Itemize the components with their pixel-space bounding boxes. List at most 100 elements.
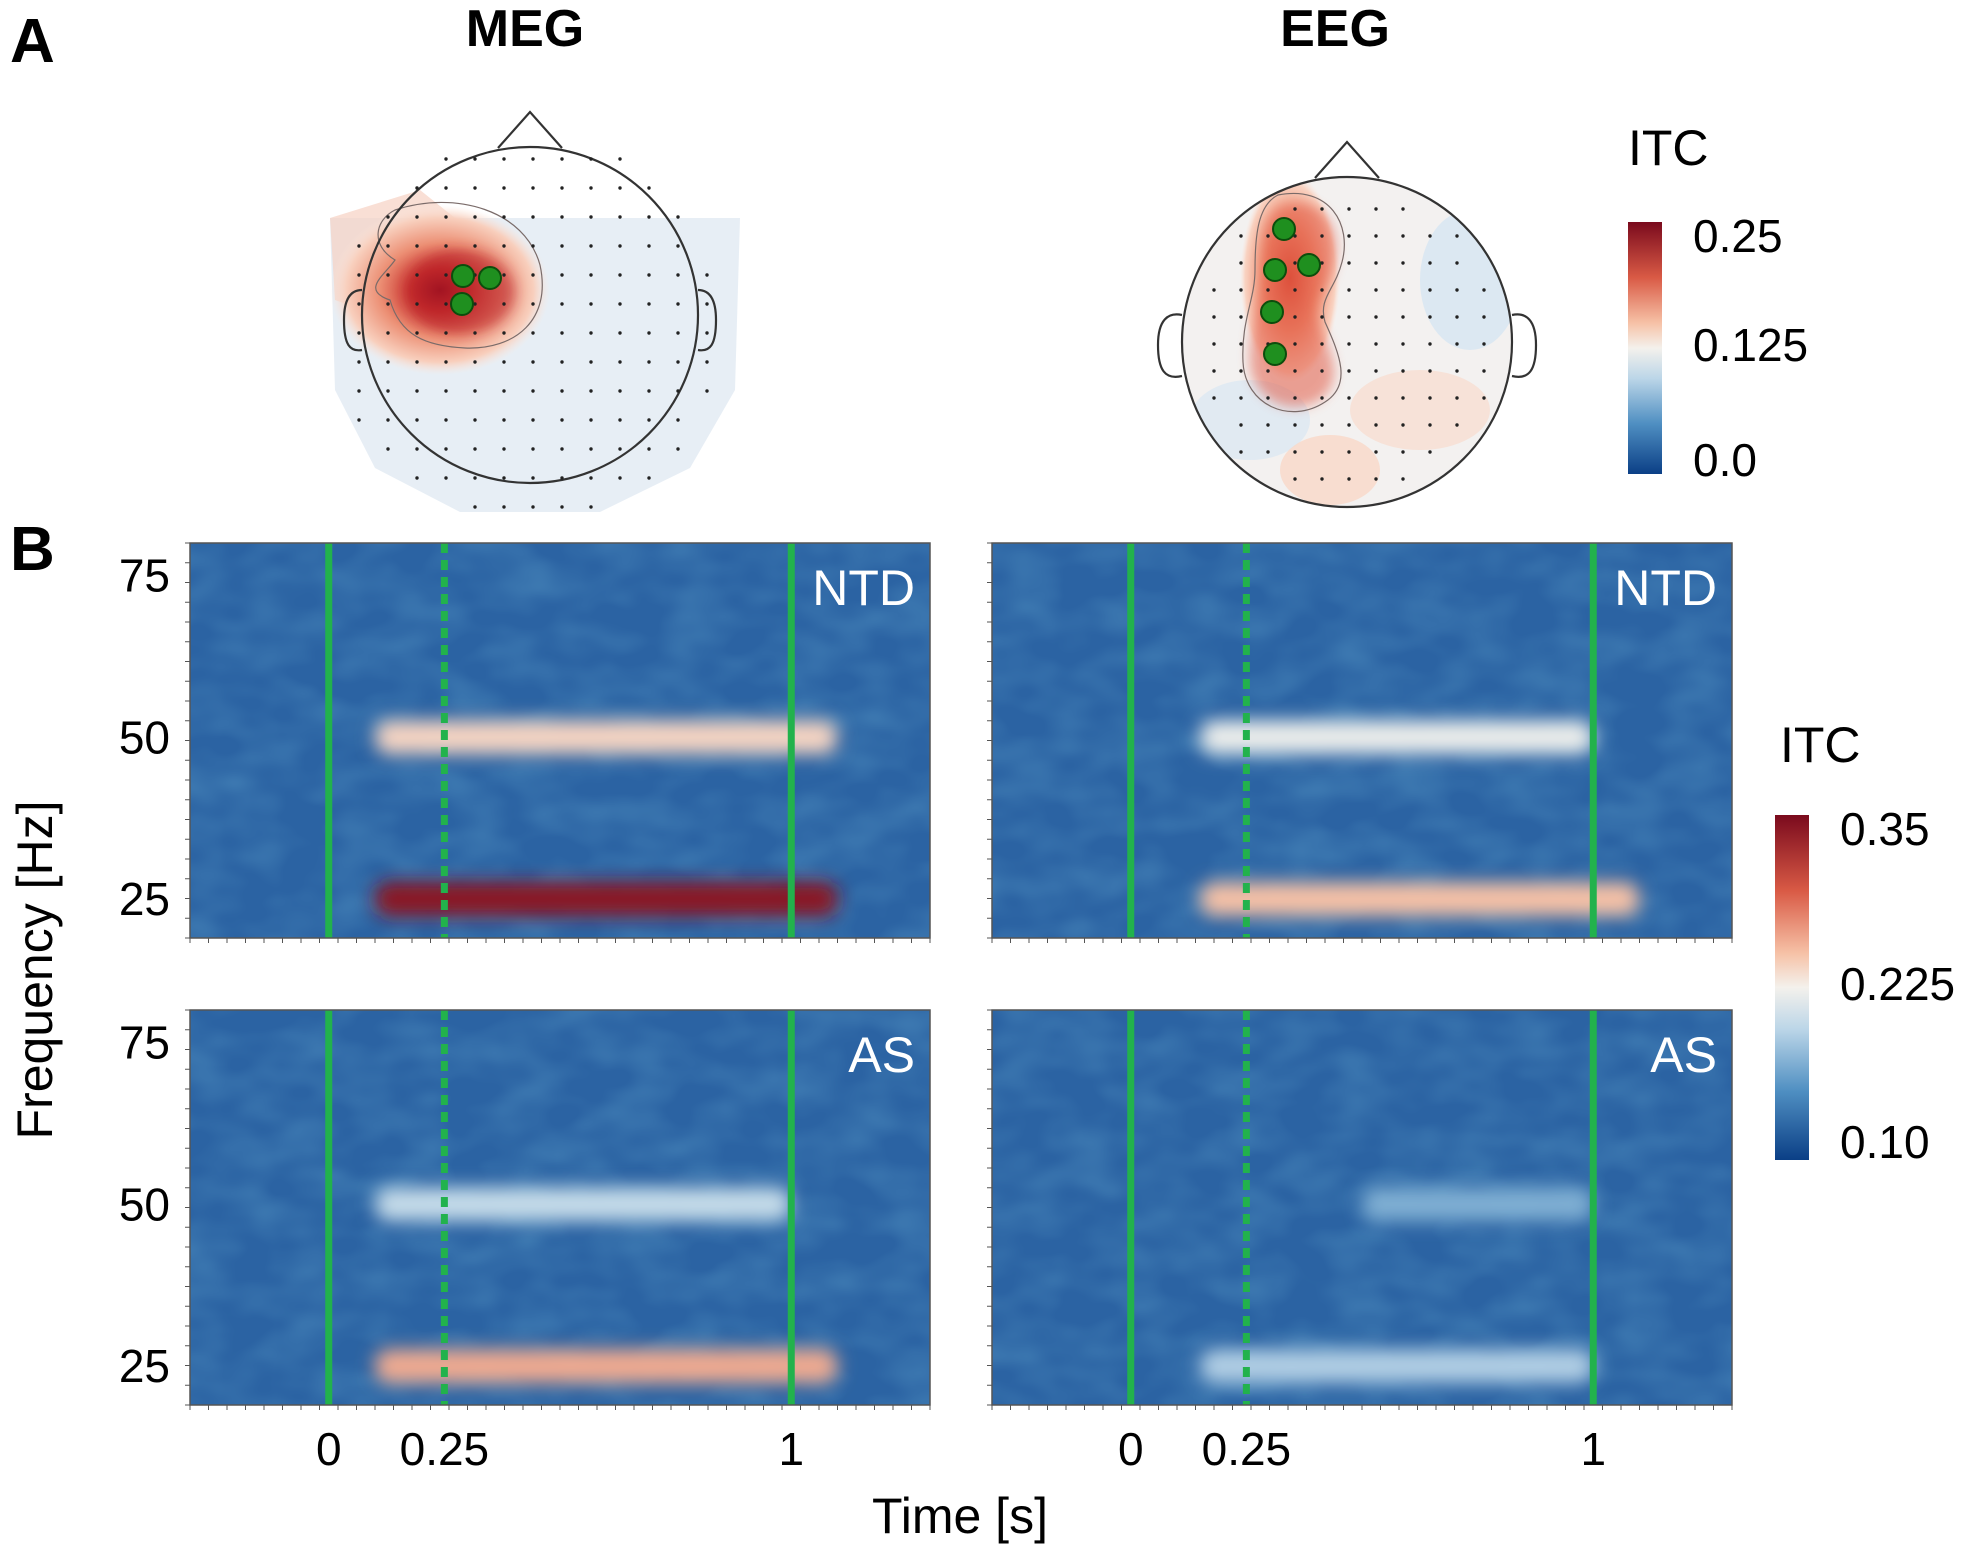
sensor-dot <box>589 447 593 451</box>
sensor-dot <box>473 389 477 393</box>
sensor-dot <box>1212 315 1216 319</box>
sensor-dot <box>1401 423 1405 427</box>
sensor-dot <box>357 302 361 306</box>
sensor-dot <box>531 360 535 364</box>
sensor-dot <box>1428 288 1432 292</box>
sensor-dot <box>618 331 622 335</box>
sensor-dot <box>473 157 477 161</box>
sensor-dot <box>473 244 477 248</box>
sensor-dot <box>357 360 361 364</box>
sensor-dot <box>502 157 506 161</box>
sensor-dot <box>531 476 535 480</box>
colorbar-b: ITC 0.35 0.225 0.10 <box>1775 717 1955 1168</box>
meg-sensor-marker <box>478 266 502 290</box>
sensor-dot <box>1347 288 1351 292</box>
sensor-dot <box>415 360 419 364</box>
sensor-dot <box>589 215 593 219</box>
sensor-dot <box>1239 396 1243 400</box>
sensor-dot <box>618 360 622 364</box>
sensor-dot <box>1428 342 1432 346</box>
sensor-dot <box>444 331 448 335</box>
sensor-dot <box>1347 423 1351 427</box>
sensor-dot <box>1320 396 1324 400</box>
sensor-dot <box>502 331 506 335</box>
sensor-dot <box>1347 342 1351 346</box>
sensor-dot <box>1374 288 1378 292</box>
sensor-dot <box>502 447 506 451</box>
sensor-dot <box>589 186 593 190</box>
sensor-dot <box>1455 342 1459 346</box>
sensor-dot <box>1401 396 1405 400</box>
colorbar-a-tick: 0.0 <box>1693 434 1757 486</box>
sensor-dot <box>357 418 361 422</box>
sensor-dot <box>502 186 506 190</box>
heatmap-eeg-ntd: NTD <box>987 542 1733 943</box>
sensor-dot <box>1293 477 1297 481</box>
sensor-dot <box>1266 396 1270 400</box>
sensor-dot <box>560 389 564 393</box>
sensor-dot <box>560 447 564 451</box>
sensor-dot <box>647 418 651 422</box>
sensor-dot <box>589 476 593 480</box>
itc-band-50hz <box>1362 1187 1594 1222</box>
sensor-dot <box>502 244 506 248</box>
sensor-dot <box>415 273 419 277</box>
sensor-dot <box>473 302 477 306</box>
y-tick-label: 75 <box>119 549 170 601</box>
sensor-dot <box>415 215 419 219</box>
sensor-dot <box>386 360 390 364</box>
sensor-dot <box>1212 396 1216 400</box>
sensor-dot <box>1347 396 1351 400</box>
heatmap-texture <box>992 1010 1732 1405</box>
sensor-dot <box>386 418 390 422</box>
colorbar-a-tick: 0.25 <box>1693 210 1783 262</box>
sensor-dot <box>1455 369 1459 373</box>
sensor-dot <box>1482 342 1486 346</box>
sensor-dot <box>415 331 419 335</box>
sensor-dot <box>647 360 651 364</box>
sensor-dot <box>1401 234 1405 238</box>
sensor-dot <box>1428 315 1432 319</box>
sensor-dot <box>444 360 448 364</box>
sensor-dot <box>1455 234 1459 238</box>
sensor-dot <box>473 447 477 451</box>
sensor-dot <box>386 331 390 335</box>
heatmap-condition-label: NTD <box>1614 560 1717 616</box>
sensor-dot <box>560 244 564 248</box>
sensor-dot <box>531 447 535 451</box>
sensor-dot <box>1320 477 1324 481</box>
sensor-dot <box>589 244 593 248</box>
sensor-dot <box>502 418 506 422</box>
sensor-dot <box>357 389 361 393</box>
eeg-sensor-marker <box>1260 300 1284 324</box>
sensor-dot <box>1320 261 1324 265</box>
sensor-dot <box>531 186 535 190</box>
sensor-dot <box>705 389 709 393</box>
x-tick-label: 0.25 <box>400 1423 490 1475</box>
x-tick-label: 1 <box>778 1423 804 1475</box>
sensor-dot <box>1266 450 1270 454</box>
sensor-dot <box>676 331 680 335</box>
sensor-dot <box>415 186 419 190</box>
y-tick-label: 25 <box>119 873 170 925</box>
sensor-dot <box>1239 234 1243 238</box>
sensor-dot <box>647 215 651 219</box>
sensor-dot <box>647 476 651 480</box>
sensor-dot <box>618 273 622 277</box>
sensor-dot <box>444 418 448 422</box>
sensor-dot <box>1482 369 1486 373</box>
sensor-dot <box>618 389 622 393</box>
sensor-dot <box>618 302 622 306</box>
y-axis-label: Frequency [Hz] <box>7 800 63 1139</box>
colorbar-b-tick: 0.35 <box>1840 803 1930 855</box>
itc-band-25hz <box>375 882 838 917</box>
sensor-dot <box>1455 396 1459 400</box>
sensor-dot <box>1239 450 1243 454</box>
sensor-dot <box>502 505 506 509</box>
sensor-dot <box>502 476 506 480</box>
sensor-dot <box>531 157 535 161</box>
sensor-dot <box>705 302 709 306</box>
sensor-dot <box>1482 396 1486 400</box>
sensor-dot <box>444 186 448 190</box>
sensor-dot <box>1401 342 1405 346</box>
